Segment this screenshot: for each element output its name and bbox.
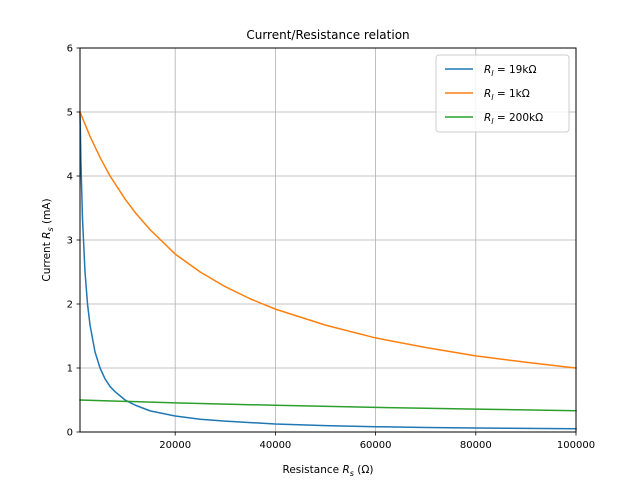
x-tick-label: 60000 [360, 440, 392, 451]
legend-item: Rl = 200kΩ [445, 112, 543, 126]
y-tick-label: 6 [67, 44, 73, 55]
series-line-3 [79, 399, 577, 412]
chart-title: Current/Resistance relation [246, 28, 409, 42]
y-tick-label: 2 [67, 300, 73, 311]
legend-item: Rl = 1kΩ [445, 88, 530, 102]
legend-item: Rl = 19kΩ [445, 64, 536, 78]
y-tick-label: 5 [67, 108, 73, 119]
series-line-2 [79, 111, 577, 369]
y-axis-label: Current Rs (mA) [41, 198, 55, 281]
x-tick-label: 40000 [259, 440, 291, 451]
y-tick-label: 4 [67, 172, 73, 183]
legend-box [435, 54, 570, 133]
series-line-1 [79, 111, 577, 430]
legend-label: Rl = 1kΩ [484, 88, 530, 102]
x-tick-label: 20000 [159, 440, 191, 451]
x-tick-label: 100000 [557, 440, 595, 451]
legend-label: Rl = 19kΩ [484, 64, 536, 78]
plot-lines [79, 111, 577, 430]
y-tick-label: 1 [67, 364, 73, 375]
x-axis-label: Resistance Rs (Ω) [283, 464, 374, 478]
ticks: 20000 40000 60000 80000 100000 0 1 2 3 4 5 6 [67, 44, 595, 452]
x-tick-label: 80000 [460, 440, 492, 451]
legend-label: Rl = 200kΩ [484, 112, 543, 126]
legend: Rl = 19kΩ Rl = 1kΩ Rl = 200kΩ [435, 54, 570, 133]
y-tick-label: 0 [67, 428, 73, 439]
y-tick-label: 3 [67, 236, 73, 247]
